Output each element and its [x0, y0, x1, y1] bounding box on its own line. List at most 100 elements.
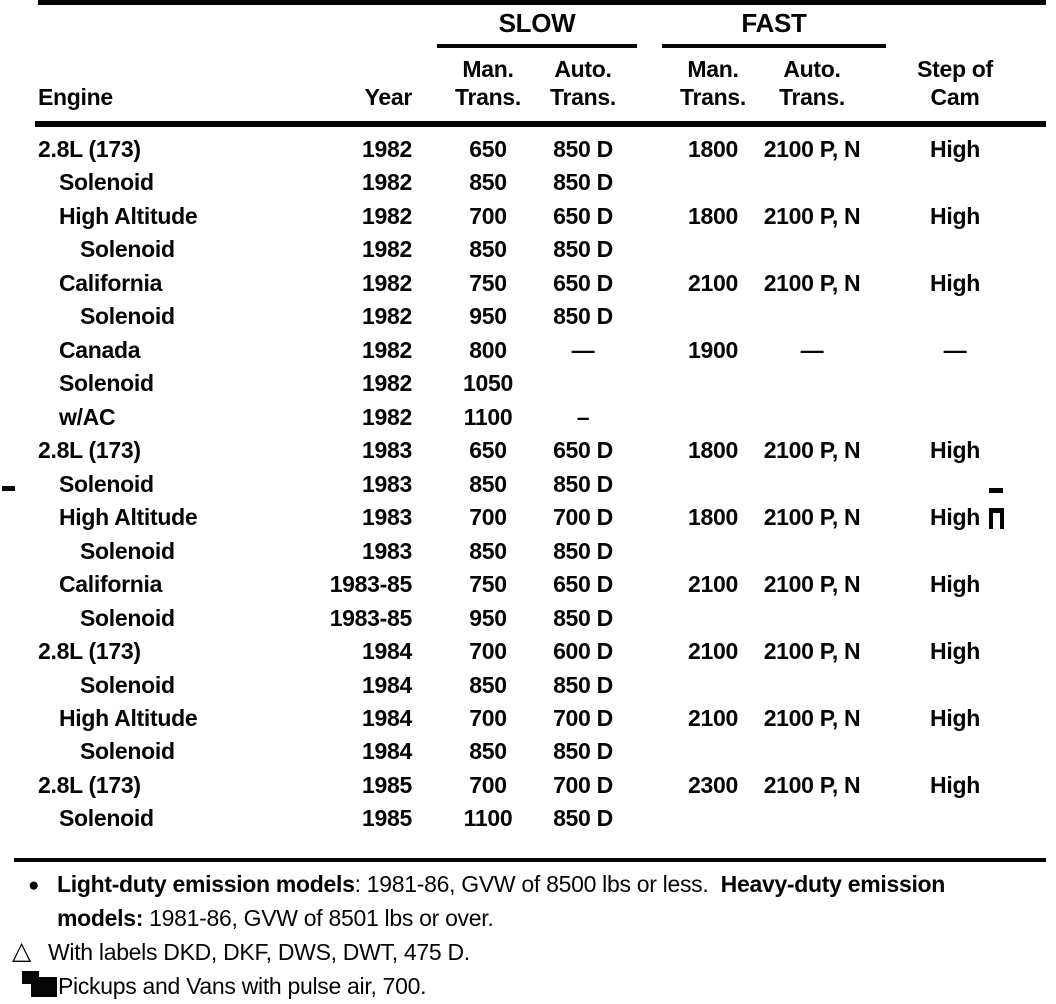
table-row: Solenoid 1982 950 850 D — [0, 300, 1056, 333]
double-square-marker-icon — [20, 969, 66, 999]
year-cell: 1982 — [362, 236, 412, 263]
year-cell: 1982 — [362, 336, 412, 363]
slow-auto-cell: 850 D — [553, 805, 613, 832]
slow-auto-cell: 650 D — [553, 437, 613, 464]
fast-auto-cell: 2100 P, N — [763, 638, 861, 665]
fast-group-header: FAST — [741, 8, 807, 38]
slow-man-cell: 850 — [469, 470, 507, 497]
slow-auto-cell: – — [576, 403, 590, 430]
table-row: Solenoid 1984 850 850 D — [0, 669, 1056, 702]
table-row: Solenoid 1982 850 850 D — [0, 233, 1056, 266]
footnote-bold-line2: models: — [57, 905, 144, 931]
slow-man-cell: 650 — [469, 437, 507, 464]
fast-auto-cell: 2100 P, N — [763, 269, 861, 296]
top-rule — [38, 0, 1046, 5]
table-row: Solenoid 1982 1050 — [0, 367, 1056, 400]
double-square-marker-big-square — [31, 977, 57, 997]
slow-auto-cell: 650 D — [553, 202, 613, 229]
fast-auto-cell: 2100 P, N — [763, 437, 861, 464]
slow-man-cell: 850 — [469, 671, 507, 698]
fast-auto-cell: — — [800, 336, 824, 363]
year-cell: 1983 — [362, 537, 412, 564]
year-cell: 1985 — [362, 771, 412, 798]
header-bottom-rule — [35, 121, 1046, 127]
slow-man-cell: 1100 — [463, 805, 513, 832]
engine-column-header: Engine — [38, 84, 113, 110]
fast-man-cell: 1800 — [688, 202, 738, 229]
footnote-labels: With labels DKD, DKF, DWS, DWT, 475 D. — [48, 939, 470, 965]
year-cell: 1982 — [362, 202, 412, 229]
year-cell: 1983-85 — [329, 604, 413, 631]
engine-cell: High Altitude — [59, 202, 198, 229]
scan-artifact-n-glyph — [989, 508, 1004, 529]
engine-cell: Canada — [59, 336, 141, 363]
engine-cell: Solenoid — [80, 537, 175, 564]
slow-auto-cell: 850 D — [553, 136, 613, 162]
fast-auto-cell: 2100 P, N — [763, 771, 861, 798]
year-cell: 1983 — [362, 470, 412, 497]
slow-man-cell: 700 — [469, 704, 507, 731]
cam-cell: High — [930, 504, 980, 531]
fast-man-cell: 1900 — [688, 336, 738, 363]
slow-auto-cell: 600 D — [553, 638, 613, 665]
year-cell: 1982 — [362, 370, 412, 397]
engine-cell: Solenoid — [80, 303, 175, 330]
slow-auto-cell: 850 D — [553, 236, 613, 263]
year-cell: 1984 — [362, 738, 412, 765]
fast-man-cell: 2100 — [688, 704, 738, 731]
table-row: 2.8L (173) 1985 700 700 D 2300 2100 P, N High — [0, 769, 1056, 802]
slow-man-cell: 1100 — [463, 403, 513, 430]
cam-cell: High — [930, 638, 980, 665]
slow-man-cell: 850 — [469, 738, 507, 765]
table-row: Solenoid 1983-85 950 850 D — [0, 602, 1056, 635]
footnote-light-duty-line2: models: 1981-86, GVW of 8501 lbs or over… — [57, 903, 957, 933]
cam-cell: High — [930, 704, 980, 731]
engine-cell: Solenoid — [59, 169, 154, 196]
engine-cell: 2.8L (173) — [38, 771, 141, 798]
footnote-light-duty-line1: Light-duty emission models: 1981-86, GVW… — [57, 869, 1052, 899]
fast-man-column-header-line1: Man. — [687, 56, 739, 82]
slow-man-cell: 1050 — [463, 370, 513, 397]
slow-auto-cell: 700 D — [553, 704, 613, 731]
slow-man-cell: 700 — [469, 771, 507, 798]
engine-cell: Solenoid — [59, 370, 154, 397]
engine-cell: Solenoid — [80, 671, 175, 698]
fast-auto-cell: 2100 P, N — [763, 571, 861, 598]
year-cell: 1982 — [362, 136, 412, 162]
year-cell: 1985 — [362, 805, 412, 832]
year-cell: 1983 — [362, 437, 412, 464]
engine-cell: w/AC — [59, 403, 116, 430]
step-of-cam-column-header-line2: Cam — [930, 84, 980, 110]
fast-man-cell: 1800 — [688, 437, 738, 464]
footnote-normal-line2: 1981-86, GVW of 8501 lbs or over. — [143, 905, 494, 931]
slow-auto-cell: 650 D — [553, 269, 613, 296]
engine-cell: 2.8L (173) — [38, 638, 141, 665]
fast-man-column-header-line2: Trans. — [680, 84, 746, 110]
slow-auto-cell: 850 D — [553, 604, 613, 631]
slow-man-cell: 700 — [469, 202, 507, 229]
fast-man-cell: 2100 — [688, 638, 738, 665]
cam-cell: High — [930, 269, 980, 296]
fast-auto-column-header-line1: Auto. — [783, 56, 841, 82]
slow-man-cell: 850 — [469, 169, 507, 196]
step-of-cam-column-header-line1: Step of — [917, 56, 993, 82]
year-cell: 1983-85 — [329, 571, 413, 598]
fast-auto-cell: 2100 P, N — [763, 704, 861, 731]
fast-man-cell: 1800 — [688, 136, 738, 162]
slow-man-column-header-line1: Man. — [462, 56, 514, 82]
year-column-header: Year — [364, 84, 413, 110]
bullet-icon: ● — [28, 875, 40, 896]
slow-auto-cell: 700 D — [553, 771, 613, 798]
slow-man-cell: 850 — [469, 236, 507, 263]
footnote-normal-mid: : 1981-86, GVW of 8500 lbs or less. — [354, 871, 721, 897]
engine-cell: 2.8L (173) — [38, 136, 141, 162]
table-row: Solenoid 1983 850 850 D — [0, 535, 1056, 568]
scan-artifact-dash-right — [989, 488, 1003, 493]
slow-man-cell: 750 — [469, 269, 507, 296]
engine-cell: Solenoid — [59, 470, 154, 497]
fast-auto-cell: 2100 P, N — [763, 136, 861, 162]
footnote-bold-tail: Heavy-duty emission — [720, 871, 946, 897]
engine-cell: Solenoid — [80, 738, 175, 765]
scan-artifact-dash-left — [2, 486, 15, 491]
engine-cell: California — [59, 269, 163, 296]
